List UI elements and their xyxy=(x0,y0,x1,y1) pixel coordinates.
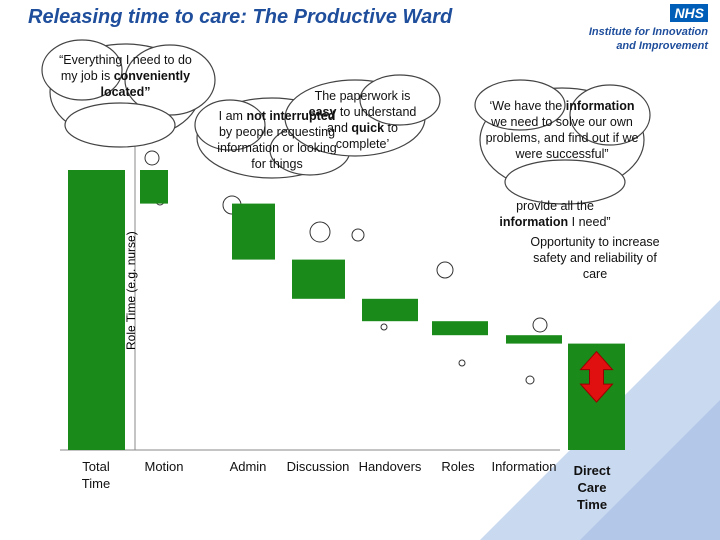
bubble-text: “Everything I need to do my job is xyxy=(59,53,192,83)
bubble-text: I need” xyxy=(568,215,611,229)
x-tick-label: Discussion xyxy=(286,459,350,474)
logo: NHS Institute for Innovation and Improvem… xyxy=(578,4,708,53)
organisation: Institute for Innovation and Improvement xyxy=(588,26,708,52)
title: Releasing time to care: The Productive W… xyxy=(28,6,453,28)
x-tick-label: Roles xyxy=(441,459,475,474)
bar xyxy=(362,298,418,322)
bar xyxy=(232,203,275,260)
bar xyxy=(506,335,562,344)
thought-bubble: The paperwork is easy to understand and … xyxy=(300,88,425,152)
x-tick-label: Handovers xyxy=(358,459,422,474)
y-axis-label: Role Time (e.g. nurse) xyxy=(124,231,138,350)
bubble-text: conveniently located” xyxy=(100,69,191,99)
arrow xyxy=(579,350,614,403)
x-tick-label: Admin xyxy=(229,459,267,474)
thought-bubble: I am not interrupted by people requestin… xyxy=(212,108,342,172)
bubble-text: The paperwork is xyxy=(314,89,411,103)
clouds xyxy=(41,39,651,205)
bubble-text: information xyxy=(499,215,569,229)
bubble-text: to understand and xyxy=(327,105,417,135)
thought-bubble: “Everything I need to do my job is conve… xyxy=(58,52,193,100)
x-tick-label: Information xyxy=(491,459,557,474)
bar xyxy=(432,321,488,336)
bubble-text: quick xyxy=(351,121,385,135)
thought-bubble: ‘We have the information we need to solv… xyxy=(482,98,642,162)
bar xyxy=(140,170,168,204)
bubble-text: ‘We have the xyxy=(489,99,566,113)
bubble-text: by people requesting information or look… xyxy=(217,125,337,171)
bubble-text: easy xyxy=(308,105,337,119)
bubble-text: I am xyxy=(218,109,247,123)
thought-bubble: Opportunity to increase safety and relia… xyxy=(520,234,670,282)
bar xyxy=(68,170,125,450)
bubble-text: provide all the xyxy=(516,199,594,213)
bubble-text: information xyxy=(565,99,635,113)
bubble-text: not interrupted xyxy=(246,109,336,123)
bubble-text: we need to solve our own problems, and f… xyxy=(485,115,639,161)
cloud-trail xyxy=(144,150,548,385)
bubble-text: Opportunity to increase safety and relia… xyxy=(530,235,660,281)
bar xyxy=(292,259,345,299)
decor xyxy=(580,400,720,540)
x-tick-label: Total Time xyxy=(81,459,111,491)
x-tick-label: Motion xyxy=(144,459,184,474)
thought-bubble: provide all the information I need” xyxy=(490,198,620,230)
bubble-text: to complete’ xyxy=(335,121,398,151)
x-tick-label: Direct Care Time xyxy=(573,463,611,512)
logo-mark: NHS xyxy=(670,4,708,22)
